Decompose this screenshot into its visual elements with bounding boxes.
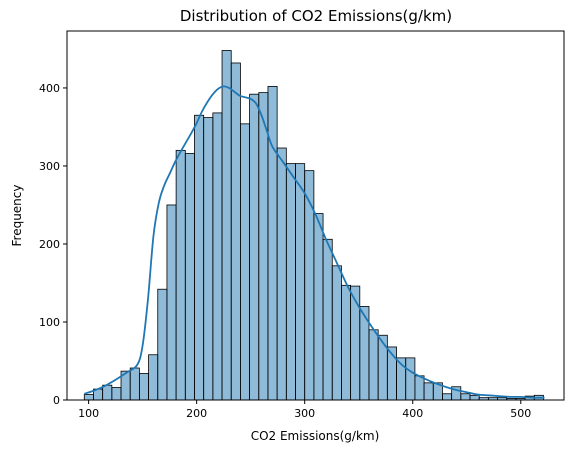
histogram-bar bbox=[148, 354, 159, 401]
x-axis-ticks: 100 200 300 400 500 bbox=[78, 400, 531, 420]
x-tick-label: 300 bbox=[294, 407, 315, 420]
histogram-bar bbox=[194, 114, 205, 401]
histogram-bar bbox=[230, 62, 241, 401]
y-axis-ticks: 0 100 200 300 400 bbox=[39, 82, 67, 407]
x-tick-label: 400 bbox=[402, 407, 423, 420]
chart-title: Distribution of CO2 Emissions(g/km) bbox=[180, 7, 452, 25]
histogram-bar bbox=[157, 288, 168, 401]
histogram-bar bbox=[221, 50, 232, 401]
plot-frame bbox=[66, 30, 565, 401]
histogram-bar bbox=[331, 265, 342, 401]
x-tick-label: 200 bbox=[186, 407, 207, 420]
y-tick-label: 0 bbox=[53, 394, 60, 407]
histogram-bar bbox=[341, 284, 352, 401]
kde-curve bbox=[84, 85, 545, 399]
histogram-bar bbox=[203, 117, 214, 401]
x-axis-label: CO2 Emissions(g/km) bbox=[251, 429, 380, 443]
histogram-bar bbox=[313, 213, 324, 401]
histogram-bar bbox=[304, 170, 315, 401]
histogram-bar bbox=[350, 285, 361, 401]
histogram-bar bbox=[102, 384, 113, 401]
histogram-bar bbox=[138, 373, 149, 401]
histogram-bar bbox=[184, 153, 195, 401]
histogram-bar bbox=[368, 329, 379, 401]
histogram-bar bbox=[414, 375, 425, 401]
y-tick-label: 200 bbox=[39, 238, 60, 251]
histogram-bar bbox=[267, 85, 278, 401]
y-axis-label: Frequency bbox=[10, 185, 24, 247]
y-tick-label: 400 bbox=[39, 82, 60, 95]
histogram-bar bbox=[212, 112, 223, 401]
histogram-bar bbox=[322, 238, 333, 401]
histogram-bar bbox=[405, 357, 416, 401]
histogram-bar bbox=[129, 367, 140, 401]
histogram-bar bbox=[111, 387, 122, 401]
histogram-bar bbox=[460, 393, 471, 401]
histogram-bar bbox=[442, 393, 453, 401]
histogram-bar bbox=[166, 204, 177, 401]
histogram-bar bbox=[295, 163, 306, 401]
histogram-bar bbox=[285, 163, 296, 401]
histogram-bar bbox=[377, 334, 388, 401]
histogram-bar bbox=[240, 123, 250, 401]
x-tick-label: 100 bbox=[78, 407, 99, 420]
histogram-bar bbox=[83, 394, 94, 401]
histogram-bar bbox=[249, 93, 260, 401]
histogram-bar bbox=[175, 149, 186, 401]
histogram-bar bbox=[469, 394, 480, 401]
histogram-bar bbox=[276, 147, 287, 401]
y-tick-label: 100 bbox=[39, 316, 60, 329]
histogram-bar bbox=[258, 92, 269, 401]
x-tick-label: 500 bbox=[510, 407, 531, 420]
bars-group bbox=[83, 50, 544, 401]
histogram-bar bbox=[423, 382, 434, 401]
y-tick-label: 300 bbox=[39, 160, 60, 173]
